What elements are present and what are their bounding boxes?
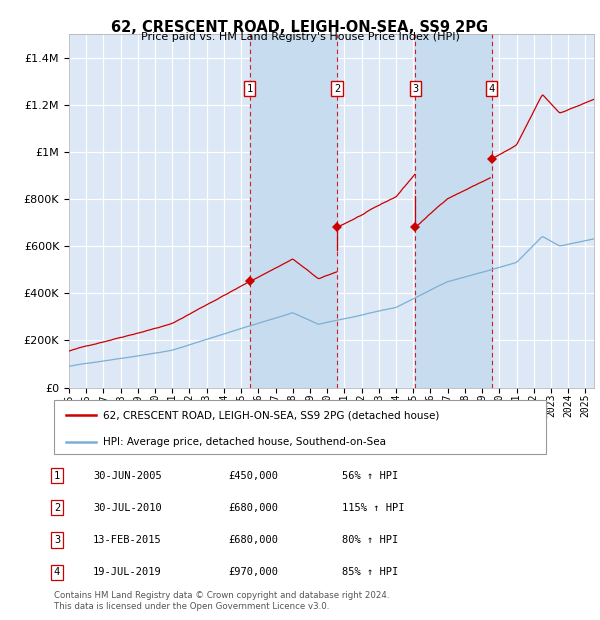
- Text: £680,000: £680,000: [228, 503, 278, 513]
- Bar: [250, 34, 337, 388]
- Text: 115% ↑ HPI: 115% ↑ HPI: [342, 503, 404, 513]
- Text: 4: 4: [54, 567, 60, 577]
- Text: 2: 2: [334, 84, 340, 94]
- Text: £450,000: £450,000: [228, 471, 278, 480]
- Text: 1: 1: [247, 84, 253, 94]
- Text: 85% ↑ HPI: 85% ↑ HPI: [342, 567, 398, 577]
- Text: Contains HM Land Registry data © Crown copyright and database right 2024.
This d: Contains HM Land Registry data © Crown c…: [54, 591, 389, 611]
- Text: 3: 3: [54, 535, 60, 545]
- Text: 62, CRESCENT ROAD, LEIGH-ON-SEA, SS9 2PG (detached house): 62, CRESCENT ROAD, LEIGH-ON-SEA, SS9 2PG…: [103, 410, 440, 420]
- Text: £970,000: £970,000: [228, 567, 278, 577]
- Text: £680,000: £680,000: [228, 535, 278, 545]
- Text: 3: 3: [412, 84, 418, 94]
- Text: 30-JUL-2010: 30-JUL-2010: [93, 503, 162, 513]
- FancyBboxPatch shape: [54, 400, 546, 454]
- Text: 19-JUL-2019: 19-JUL-2019: [93, 567, 162, 577]
- Text: 56% ↑ HPI: 56% ↑ HPI: [342, 471, 398, 480]
- Text: Price paid vs. HM Land Registry's House Price Index (HPI): Price paid vs. HM Land Registry's House …: [140, 32, 460, 42]
- Text: 4: 4: [488, 84, 494, 94]
- Text: 62, CRESCENT ROAD, LEIGH-ON-SEA, SS9 2PG: 62, CRESCENT ROAD, LEIGH-ON-SEA, SS9 2PG: [112, 19, 488, 35]
- Text: 13-FEB-2015: 13-FEB-2015: [93, 535, 162, 545]
- Text: 30-JUN-2005: 30-JUN-2005: [93, 471, 162, 480]
- Text: 2: 2: [54, 503, 60, 513]
- Text: 80% ↑ HPI: 80% ↑ HPI: [342, 535, 398, 545]
- Text: HPI: Average price, detached house, Southend-on-Sea: HPI: Average price, detached house, Sout…: [103, 438, 386, 448]
- Bar: [415, 34, 491, 388]
- Text: 1: 1: [54, 471, 60, 480]
